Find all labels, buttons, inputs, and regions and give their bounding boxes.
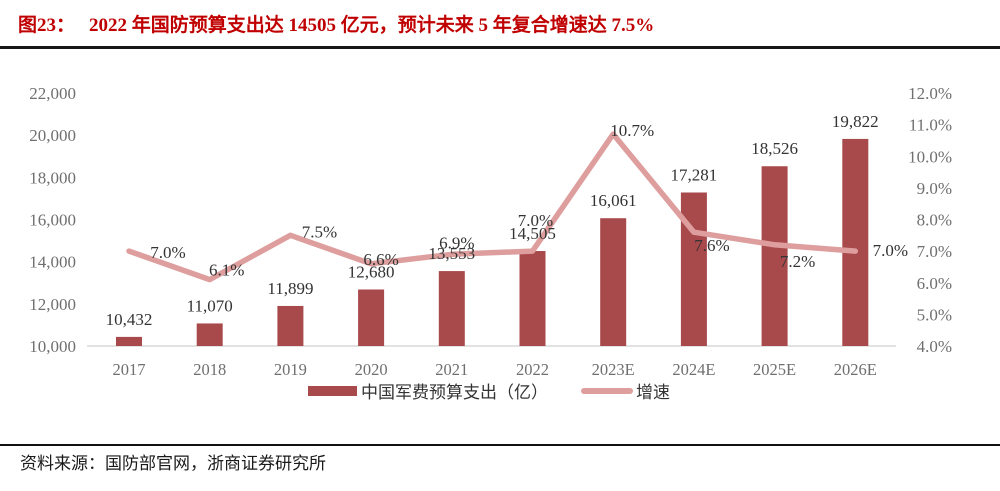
line-swatch-icon bbox=[581, 387, 633, 394]
right-axis-tick: 7.0% bbox=[917, 242, 952, 261]
growth-value-label: 7.0% bbox=[150, 243, 185, 262]
x-axis-year-label: 2021 bbox=[435, 360, 468, 379]
legend-item-growth: 增速 bbox=[581, 378, 670, 403]
bar-value-label: 11,899 bbox=[267, 279, 313, 298]
budget-bar bbox=[116, 336, 142, 346]
budget-bar bbox=[277, 305, 304, 346]
left-axis-tick: 20,000 bbox=[29, 126, 76, 145]
source-divider-rule bbox=[0, 444, 1000, 446]
budget-bar bbox=[680, 192, 707, 346]
x-axis-year-label: 2019 bbox=[274, 360, 307, 379]
x-axis-year-label: 2026E bbox=[834, 360, 877, 379]
growth-value-label: 7.0% bbox=[873, 241, 908, 260]
chart-legend: 中国军费预算支出（亿） 增速 bbox=[0, 378, 1000, 403]
right-axis-tick: 12.0% bbox=[908, 84, 952, 103]
right-axis-tick: 6.0% bbox=[917, 274, 952, 293]
bar-value-label: 13,553 bbox=[428, 244, 475, 263]
title-divider-rule bbox=[0, 46, 1000, 49]
bar-value-label: 14,505 bbox=[509, 224, 556, 243]
growth-value-label: 6.1% bbox=[209, 261, 244, 280]
growth-rate-line bbox=[126, 131, 859, 283]
legend-item-budget: 中国军费预算支出（亿） bbox=[308, 378, 548, 403]
budget-bar bbox=[842, 138, 869, 346]
budget-bar bbox=[438, 271, 465, 346]
legend-label-budget: 中国军费预算支出（亿） bbox=[361, 383, 548, 402]
right-axis-tick: 10.0% bbox=[908, 147, 952, 166]
left-axis-tick: 12,000 bbox=[29, 295, 76, 314]
x-axis-year-label: 2025E bbox=[753, 360, 796, 379]
growth-value-label: 6.6% bbox=[363, 250, 398, 269]
bar-value-label: 16,061 bbox=[590, 191, 637, 210]
defense-budget-chart: 10,000 12,000 14,000 16,000 18,000 20,000 22,0… bbox=[29, 84, 952, 379]
source-line: 资料来源：国防部官网，浙商证券研究所 bbox=[20, 452, 326, 476]
right-axis-tick: 8.0% bbox=[917, 211, 952, 230]
x-axis-year-label: 2017 bbox=[113, 360, 146, 379]
left-axis-tick: 10,000 bbox=[29, 337, 76, 356]
legend-label-growth: 增速 bbox=[636, 383, 670, 402]
left-axis-tick: 18,000 bbox=[29, 168, 76, 187]
growth-value-label: 7.5% bbox=[302, 222, 337, 241]
figure-caption: 图23： 2022 年国防预算支出达 14505 亿元，预计未来 5 年复合增速达… bbox=[18, 13, 654, 39]
budget-bar bbox=[358, 289, 385, 346]
bar-swatch-icon bbox=[308, 385, 357, 396]
growth-value-label: 7.6% bbox=[694, 236, 729, 255]
x-axis-year-label: 2024E bbox=[672, 360, 715, 379]
figure-number-label: 图23： bbox=[18, 15, 76, 36]
right-axis-tick: 4.0% bbox=[917, 337, 952, 356]
left-axis-tick: 14,000 bbox=[29, 253, 76, 272]
bar-value-label: 18,526 bbox=[751, 139, 798, 158]
left-axis-tick: 22,000 bbox=[29, 84, 76, 103]
bar-value-label: 19,822 bbox=[832, 112, 879, 131]
bar-value-label: 17,281 bbox=[671, 165, 718, 184]
right-axis-tick: 11.0% bbox=[909, 116, 952, 135]
budget-bar bbox=[196, 323, 223, 346]
x-axis-year-label: 2022 bbox=[516, 360, 549, 379]
growth-value-label: 6.9% bbox=[439, 233, 474, 252]
right-axis-tick: 9.0% bbox=[917, 179, 952, 198]
source-text: 资料来源：国防部官网，浙商证券研究所 bbox=[20, 454, 326, 473]
figure-title-text: 2022 年国防预算支出达 14505 亿元，预计未来 5 年复合增速达 7.5… bbox=[89, 15, 655, 36]
budget-bar bbox=[761, 166, 788, 346]
right-axis-tick: 5.0% bbox=[917, 305, 952, 324]
left-axis-tick: 16,000 bbox=[29, 211, 76, 230]
budget-bar bbox=[519, 251, 546, 346]
growth-value-label: 10.7% bbox=[610, 121, 654, 140]
growth-value-label: 7.2% bbox=[780, 252, 815, 271]
x-axis-year-label: 2018 bbox=[193, 360, 226, 379]
x-axis-year-label: 2020 bbox=[355, 360, 388, 379]
bar-value-label: 10,432 bbox=[106, 310, 153, 329]
growth-value-label: 7.0% bbox=[518, 211, 553, 230]
x-axis-year-label: 2023E bbox=[592, 360, 635, 379]
budget-bar bbox=[600, 218, 627, 346]
bar-value-label: 12,680 bbox=[348, 262, 395, 281]
chart-canvas: 10,000 12,000 14,000 16,000 18,000 20,000 22,0… bbox=[29, 84, 952, 379]
bar-value-label: 11,070 bbox=[187, 296, 233, 315]
